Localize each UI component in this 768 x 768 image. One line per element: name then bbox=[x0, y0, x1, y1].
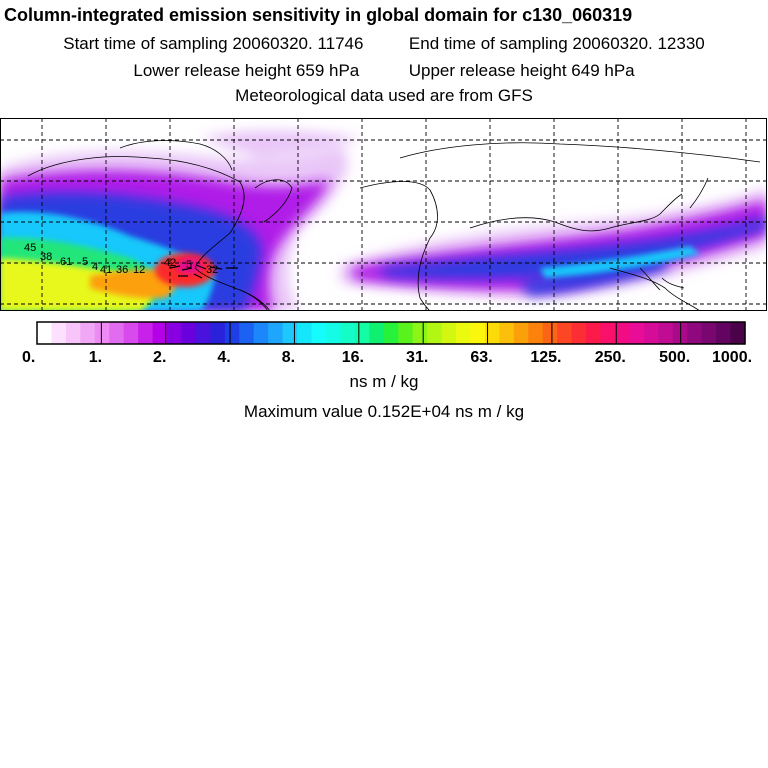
trajectory-label: 5 bbox=[186, 259, 192, 271]
legend-swatch bbox=[499, 322, 515, 344]
met-data-text: Meteorological data used are from GFS bbox=[235, 86, 533, 105]
legend-swatch bbox=[441, 322, 457, 344]
legend-swatch bbox=[138, 322, 154, 344]
legend-tick-label: 16. bbox=[342, 349, 364, 366]
legend-swatch bbox=[253, 322, 269, 344]
legend-swatch bbox=[716, 322, 732, 344]
trajectory-label: 36 bbox=[116, 264, 128, 276]
legend-swatches bbox=[36, 321, 746, 345]
sampling-time-line: Start time of sampling 20060320. 11746 E… bbox=[0, 34, 768, 54]
legend-swatch bbox=[282, 322, 298, 344]
maximum-value-text: Maximum value 0.152E+04 ns m / kg bbox=[243, 402, 525, 421]
trajectory-label: 38 bbox=[40, 251, 52, 263]
trajectory-label: 45 bbox=[24, 242, 36, 254]
legend-swatch bbox=[369, 322, 385, 344]
legend-swatch bbox=[614, 322, 631, 344]
legend-swatch bbox=[65, 322, 81, 344]
trajectory-label: 41 bbox=[100, 264, 112, 276]
legend-swatch bbox=[513, 322, 529, 344]
release-height-line: Lower release height 659 hPa Upper relea… bbox=[0, 61, 768, 81]
legend-swatch bbox=[51, 322, 67, 344]
legend-swatch bbox=[109, 322, 125, 344]
field-yellow-layer bbox=[0, 258, 152, 311]
legend-swatch bbox=[268, 322, 284, 344]
trajectory-label: 4 bbox=[92, 261, 98, 273]
trajectory-label: 12 bbox=[133, 264, 145, 276]
legend-swatch bbox=[701, 322, 717, 344]
legend-swatch bbox=[412, 322, 428, 344]
legend-swatch bbox=[297, 322, 313, 344]
upper-height-text: Upper release height 649 hPa bbox=[408, 61, 635, 80]
trajectory-label: 32 bbox=[206, 264, 218, 276]
map-title: Column-integrated emission sensitivity i… bbox=[4, 5, 633, 25]
trajectory-label: 61 bbox=[60, 256, 72, 268]
legend-swatch bbox=[340, 322, 356, 344]
legend-swatch bbox=[80, 322, 96, 344]
legend-tick-label: 1000. bbox=[712, 349, 752, 366]
legend-swatch bbox=[470, 322, 486, 344]
sensitivity-map: 45 38 61 5 4 41 36 12 42 5 32 bbox=[0, 118, 767, 311]
legend-swatch bbox=[167, 322, 183, 344]
legend-swatch bbox=[152, 322, 168, 344]
trajectory-markers bbox=[169, 264, 238, 279]
field-orange-layer bbox=[90, 269, 177, 299]
legend-swatch bbox=[311, 322, 327, 344]
legend-swatch bbox=[354, 322, 370, 344]
legend-swatch bbox=[181, 322, 197, 344]
legend-swatch bbox=[658, 322, 674, 344]
graticule bbox=[0, 118, 767, 311]
legend-swatch bbox=[456, 322, 472, 344]
legend-tick-labels: 0. 1. 2. 4. 8. 16. 31. 63. 125. 250. 500. 1000. bbox=[22, 349, 752, 366]
legend-tick-label: 8. bbox=[282, 349, 295, 366]
legend-swatch bbox=[383, 322, 399, 344]
legend-tick-label: 2. bbox=[153, 349, 166, 366]
legend-swatch bbox=[571, 322, 587, 344]
lower-height-text: Lower release height 659 hPa bbox=[133, 61, 360, 80]
legend-swatch bbox=[123, 322, 139, 344]
legend-swatch bbox=[484, 322, 500, 344]
legend-tick-label: 0. bbox=[22, 349, 35, 366]
trajectory-label: 5 bbox=[82, 256, 88, 268]
legend-tick-label: 125. bbox=[530, 349, 561, 366]
legend-swatch bbox=[325, 322, 342, 344]
legend-swatch bbox=[239, 322, 255, 344]
legend-swatch bbox=[629, 322, 645, 344]
legend-swatch bbox=[94, 322, 110, 344]
legend-tick-label: 1. bbox=[89, 349, 102, 366]
legend-tick-label: 250. bbox=[595, 349, 626, 366]
legend-swatch bbox=[210, 322, 226, 344]
legend-swatch bbox=[600, 322, 616, 344]
legend-unit: ns m / kg bbox=[349, 372, 419, 391]
legend-swatch bbox=[528, 322, 544, 344]
legend-tick-label: 63. bbox=[470, 349, 492, 366]
legend-swatch bbox=[427, 322, 443, 344]
legend-swatch bbox=[224, 322, 240, 344]
legend-frame bbox=[36, 321, 746, 345]
color-legend: 0. 1. 2. 4. 8. 16. 31. 63. 125. 250. 500. 1000. bbox=[22, 321, 752, 366]
legend-swatch bbox=[398, 322, 414, 344]
end-time-text: End time of sampling 20060320. 12330 bbox=[408, 34, 705, 53]
legend-swatch bbox=[542, 322, 558, 344]
legend-swatch bbox=[730, 322, 746, 344]
start-time-text: Start time of sampling 20060320. 11746 bbox=[63, 34, 364, 53]
legend-swatch bbox=[586, 322, 602, 344]
legend-swatch bbox=[195, 322, 211, 344]
legend-tick-label: 4. bbox=[217, 349, 230, 366]
legend-swatch bbox=[643, 322, 659, 344]
legend-tick-label: 31. bbox=[406, 349, 428, 366]
legend-swatch bbox=[687, 322, 703, 344]
legend-tick-label: 500. bbox=[659, 349, 690, 366]
legend-swatch bbox=[37, 322, 53, 344]
legend-swatch bbox=[557, 322, 573, 344]
